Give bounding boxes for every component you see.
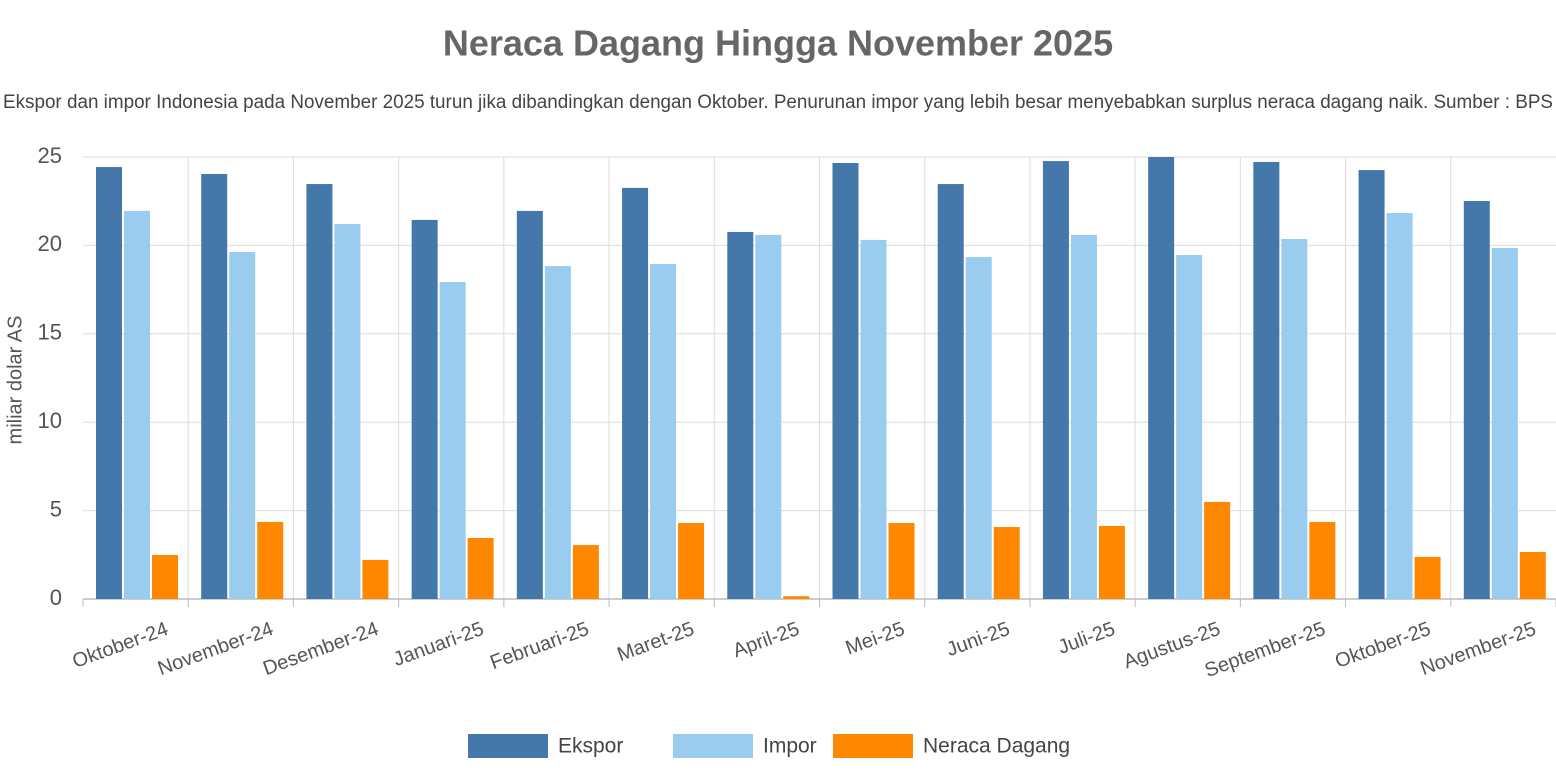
bar	[755, 234, 782, 599]
bar	[229, 251, 256, 600]
y-tick-label: 5	[50, 496, 62, 521]
bar	[965, 257, 992, 599]
legend-swatch	[468, 734, 548, 758]
bar	[1491, 248, 1518, 599]
x-tick-label: Desember-24	[260, 618, 381, 680]
bar	[96, 167, 122, 599]
bar	[1070, 234, 1097, 599]
bar	[411, 219, 438, 599]
x-tick-label: November-24	[155, 618, 276, 680]
bar	[572, 545, 599, 599]
bar	[201, 173, 228, 600]
bar	[1386, 213, 1413, 599]
bar	[306, 184, 333, 599]
x-tick-label: Januari-25	[390, 618, 486, 671]
bar	[257, 521, 284, 599]
x-tick-label: Juni-25	[944, 618, 1013, 661]
bar	[362, 559, 389, 599]
bar	[1358, 170, 1385, 600]
bar	[783, 596, 810, 599]
bar	[1463, 201, 1490, 599]
legend-swatch	[833, 734, 913, 758]
bar	[832, 163, 859, 599]
bar	[993, 527, 1020, 599]
legend-swatch	[673, 734, 753, 758]
y-tick-label: 25	[38, 143, 62, 168]
bar	[544, 266, 571, 599]
bar	[1176, 254, 1203, 599]
bar	[1253, 161, 1280, 600]
chart-subtitle: Ekspor dan impor Indonesia pada November…	[3, 92, 1553, 113]
bar	[1098, 525, 1125, 599]
legend-label: Impor	[763, 735, 817, 758]
chart-title: Neraca Dagang Hingga November 2025	[443, 23, 1113, 64]
x-tick-label: Maret-25	[614, 618, 697, 666]
bar	[678, 522, 705, 599]
y-tick-label: 20	[38, 231, 62, 256]
x-tick-label: Februari-25	[487, 618, 592, 674]
x-tick-label: September-25	[1202, 618, 1329, 682]
y-tick-label: 15	[38, 320, 62, 345]
bar	[1204, 501, 1231, 599]
legend-label: Ekspor	[558, 735, 623, 758]
bar	[937, 184, 964, 599]
bar	[622, 187, 649, 599]
bar	[124, 210, 150, 599]
y-axis-label: miliar dolar AS	[4, 316, 26, 445]
x-tick-label: Mei-25	[843, 618, 908, 660]
bar	[1148, 157, 1175, 599]
bar	[152, 554, 178, 599]
x-tick-label: November-25	[1418, 618, 1539, 680]
legend-label: Neraca Dagang	[923, 735, 1070, 758]
bar	[1519, 551, 1546, 599]
bar	[1309, 521, 1336, 599]
bar	[888, 522, 915, 599]
y-tick-label: 10	[38, 408, 62, 433]
x-tick-label: Juli-25	[1055, 618, 1118, 659]
x-tick-label: April-25	[730, 618, 802, 662]
bar	[1281, 239, 1308, 599]
y-tick-label: 0	[50, 585, 62, 610]
bar	[516, 210, 543, 599]
bar	[439, 281, 466, 599]
bar	[1414, 556, 1441, 599]
bar	[334, 224, 361, 599]
bar	[860, 239, 887, 600]
bar	[727, 231, 754, 599]
bar	[467, 538, 494, 599]
bar	[650, 263, 677, 599]
bar	[1042, 161, 1069, 599]
